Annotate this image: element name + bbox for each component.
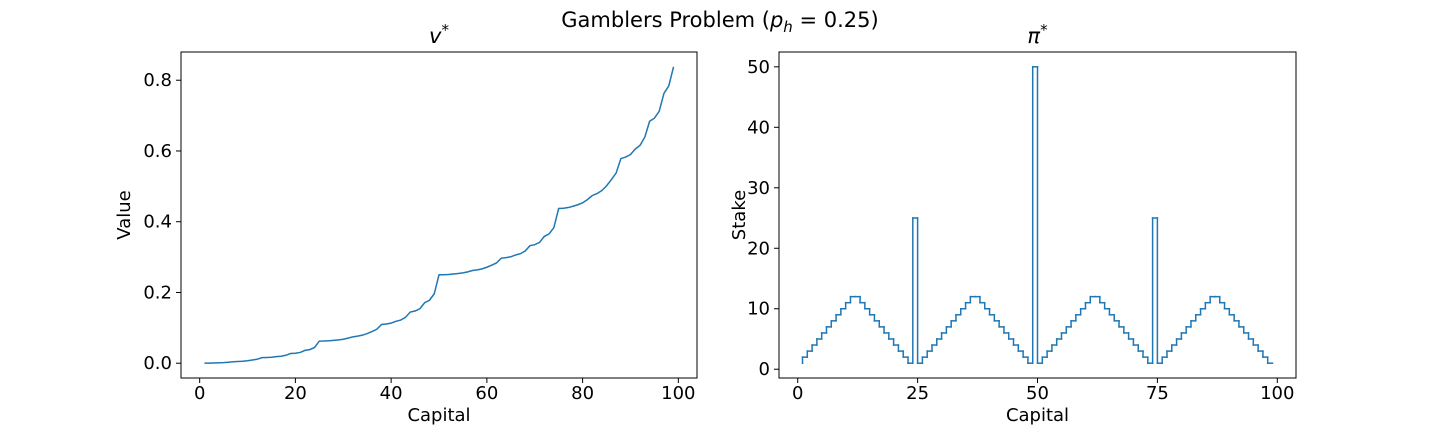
x-tick-label: 20: [284, 383, 307, 404]
y-tick-label: 40: [747, 117, 770, 138]
axes-title: v*: [429, 21, 449, 48]
y-tick-label: 0.2: [143, 282, 172, 303]
y-tick-label: 0.6: [143, 141, 172, 162]
x-tick-label: 80: [571, 383, 594, 404]
title-superscript: *: [1040, 21, 1048, 39]
x-tick-label: 40: [380, 383, 403, 404]
x-tick-label: 0: [792, 383, 803, 404]
axes-frame: [180, 51, 698, 379]
title-text: = 0.25): [793, 8, 879, 32]
y-axis-label: Value: [114, 190, 135, 239]
x-tick-label: 60: [475, 383, 498, 404]
x-tick-label: 50: [1026, 383, 1049, 404]
title-symbol: v: [429, 24, 442, 48]
x-axis-label: Capital: [1006, 405, 1069, 426]
x-tick-label: 75: [1146, 383, 1169, 404]
data-line: [204, 66, 675, 364]
title-symbol: p: [769, 8, 783, 32]
title-superscript: *: [441, 21, 449, 39]
y-tick-label: 0.4: [143, 212, 172, 233]
axes-title: π*: [1027, 21, 1048, 48]
y-tick-label: 50: [747, 57, 770, 78]
title-symbol: π: [1027, 24, 1040, 48]
y-tick-label: 0.8: [143, 70, 172, 91]
figure-title: Gamblers Problem (ph = 0.25): [561, 8, 878, 36]
y-tick-label: 0: [759, 359, 770, 380]
y-axis-label: Stake: [729, 190, 750, 240]
x-axis-label: Capital: [407, 405, 470, 426]
y-tick-label: 30: [747, 178, 770, 199]
y-tick-label: 10: [747, 299, 770, 320]
x-tick-label: 0: [194, 383, 205, 404]
y-tick-label: 20: [747, 238, 770, 259]
axes: v* 0 20 40 60 80 100 0.0 0.2 0.4 0.6 0.8 Capital Valu…: [114, 21, 698, 426]
x-tick-label: 25: [906, 383, 929, 404]
y-tick-label: 0.0: [143, 353, 172, 374]
x-tick-label: 100: [1260, 383, 1294, 404]
axes-frame: [778, 51, 1297, 379]
title-subscript: h: [783, 18, 793, 36]
x-tick-label: 100: [661, 383, 695, 404]
title-text: Gamblers Problem (: [561, 8, 770, 32]
